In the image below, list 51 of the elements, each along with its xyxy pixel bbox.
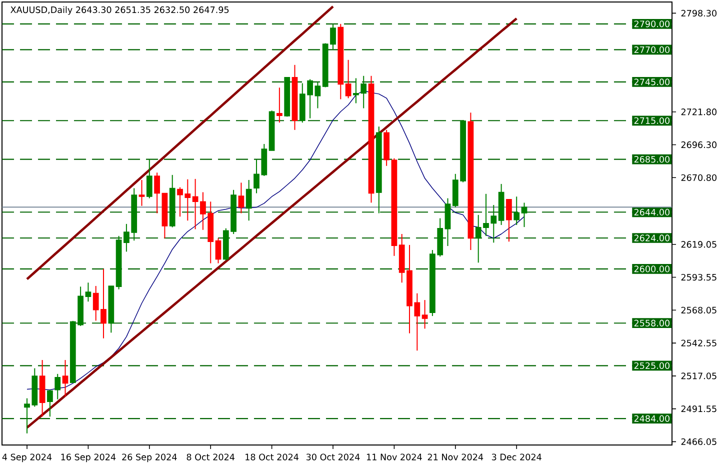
x-tick-label: 4 Sep 2024 [2,454,52,462]
candlestick [345,59,352,99]
ref-line-label: 2558.00 [634,320,670,326]
ref-line-label: 2484.00 [634,415,670,422]
candlestick [246,179,252,222]
ref-line-label: 2644.00 [634,208,670,216]
x-tick-label: 11 Nov 2024 [366,454,422,460]
x-tick-label: 18 Oct 2024 [246,454,298,460]
line-series [26,17,518,429]
ref-line-label: 2790.00 [634,20,670,28]
candlestick [154,172,160,214]
candlestick [146,158,152,199]
candlestick [422,300,428,330]
x-tick-label: 8 Oct 2024 [186,454,234,460]
candlestick [506,198,512,242]
y-tick-label: 2491.55 [681,405,716,412]
candlestick [47,389,53,418]
x-tick-label: 16 Sep 2024 [61,454,116,462]
x-tick-label: 26 Sep 2024 [122,454,177,462]
candlestick [314,81,321,109]
y-tick-label: 2593.55 [681,274,716,281]
ref-line-label: 2525.00 [634,362,670,369]
ref-line-label: 2685.00 [634,156,670,163]
x-tick-label: 21 Nov 2024 [428,454,484,460]
y-tick-label: 2721.80 [681,108,717,116]
candlestick [521,202,528,228]
ref-line-label: 2770.00 [634,46,670,54]
ref-line-label: 2715.00 [634,117,670,124]
chart-title: XAUUSD,Daily 2643.30 2651.35 2632.50 2647.95 [10,6,229,15]
y-tick-label: 2696.30 [681,141,717,148]
ref-line-label: 2745.00 [634,78,670,86]
candlestick [138,179,145,206]
y-tick-label: 2798.30 [681,10,717,17]
candlestick [62,360,68,398]
ref-line-label: 2624.00 [634,234,670,242]
candlestick [276,87,282,124]
candlestick [54,373,61,400]
y-tick-label: 2542.55 [681,340,716,346]
candlestick [238,182,244,214]
y-tick-label: 2568.05 [681,306,716,314]
candlestick [192,178,198,230]
x-tick-label: 30 Oct 2024 [306,454,360,460]
candlestick [215,238,222,264]
x-tick-label: 3 Dec 2024 [492,454,542,460]
y-tick-label: 2670.80 [681,174,717,181]
y-tick-label: 2466.05 [681,438,716,446]
y-tick-label: 2517.05 [681,372,716,380]
candlestick [85,282,92,302]
candlestick [514,196,520,226]
ref-line-label: 2600.00 [634,266,670,272]
y-tick-label: 2619.05 [681,241,716,248]
